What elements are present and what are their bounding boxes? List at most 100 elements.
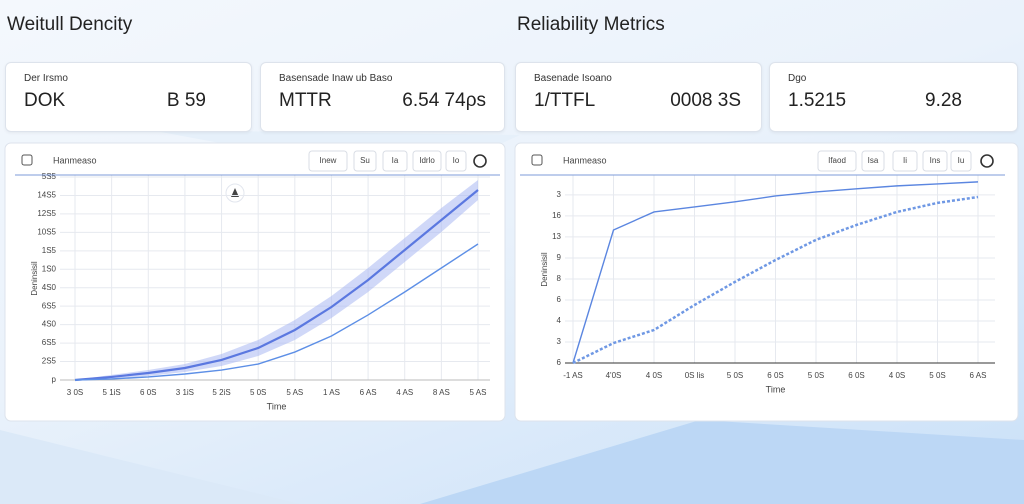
y-axis-title: Deninsisil — [30, 261, 39, 295]
kpi-value: DOK — [24, 90, 66, 111]
kpi-value: 9.28 — [925, 90, 962, 111]
kpi-value: 1/TTFL — [534, 90, 596, 111]
bg-shape — [420, 420, 1024, 504]
y-tick-label: 10S5 — [37, 227, 56, 236]
toolbar-label: Isa — [868, 156, 879, 165]
toolbar-label: Io — [453, 156, 460, 165]
kpi-value: MTTR — [279, 90, 332, 111]
y-tick-label: 13 — [552, 232, 561, 241]
toolbar-button[interactable] — [412, 150, 442, 172]
y-tick-label: 12S5 — [37, 209, 56, 218]
x-tick-label: 5 0S — [808, 371, 824, 380]
x-tick-label: 3 0S — [67, 388, 83, 397]
x-tick-label: 1 AS — [323, 388, 340, 397]
chart-icon — [531, 154, 543, 166]
y-tick-label: p — [52, 375, 57, 384]
toolbar-label: Ins — [930, 156, 941, 165]
x-tick-label: 6 0S — [140, 388, 156, 397]
toolbar-label: Ia — [392, 156, 399, 165]
tooltip-glyph — [231, 188, 239, 197]
x-tick-label: 0S lis — [685, 371, 705, 380]
toolbar-label: Iu — [958, 156, 965, 165]
toolbar-toggle[interactable] — [980, 154, 994, 168]
toolbar-button[interactable] — [950, 150, 972, 172]
y-tick-label: 3 — [557, 337, 562, 346]
kpi-label: Basensade Inaw ub Baso — [279, 73, 393, 84]
toolbar-button[interactable] — [353, 150, 377, 172]
y-tick-label: 6S5 — [42, 338, 57, 347]
toolbar-button[interactable] — [308, 150, 348, 172]
kpi-value: 6.54 74ρs — [402, 90, 486, 111]
section-heading: Reliability Metrics — [517, 14, 665, 35]
x-tick-label: -1 AS — [563, 371, 583, 380]
toolbar-label: Idrlo — [419, 156, 435, 165]
y-tick-label: 16 — [552, 211, 561, 220]
y-axis-title: Deninsisil — [540, 252, 549, 286]
series-line — [572, 181, 979, 364]
x-tick-label: 4 0S — [646, 371, 662, 380]
x-tick-label: 6 0S — [848, 371, 864, 380]
y-tick-label: 1S0 — [42, 264, 57, 273]
x-tick-label: 5 0S — [727, 371, 743, 380]
x-tick-label: 4'0S — [606, 371, 622, 380]
x-tick-label: 3 1iS — [176, 388, 194, 397]
x-tick-label: 5 1iS — [103, 388, 121, 397]
x-tick-label: 8 AS — [433, 388, 450, 397]
x-axis-title: Time — [267, 401, 287, 411]
y-tick-label: 14S5 — [37, 191, 56, 200]
chart-title: Hanmeaso — [53, 155, 97, 165]
y-tick-label: 4S0 — [42, 320, 57, 329]
series-line — [572, 195, 979, 365]
toolbar-label: Su — [360, 156, 370, 165]
x-tick-label: 5 0S — [929, 371, 945, 380]
bg-shape — [0, 430, 300, 504]
y-tick-label: 6 — [557, 295, 562, 304]
chart-title: Hanmeaso — [563, 155, 607, 165]
y-tick-label: 1S5 — [42, 246, 57, 255]
series-line — [74, 189, 479, 382]
chart-icon — [21, 154, 33, 166]
kpi-value: B 59 — [166, 90, 206, 111]
kpi-value: 0008 3S — [670, 90, 741, 111]
y-tick-label: 6 — [557, 358, 562, 367]
x-tick-label: 5 AS — [470, 388, 487, 397]
toolbar-label: Inew — [320, 156, 337, 165]
kpi-card: Dgo 1.5215 9.28 — [769, 62, 1018, 132]
toolbar-button[interactable] — [445, 150, 467, 172]
y-tick-label: 8 — [557, 274, 562, 283]
chart-panel — [514, 142, 1019, 422]
kpi-label: Dgo — [788, 73, 807, 84]
kpi-value: 1.5215 — [788, 90, 847, 111]
y-tick-label: 5S5 — [42, 172, 57, 181]
toolbar-toggle[interactable] — [473, 154, 487, 168]
kpi-card: Der Irsmo DOK B 59 — [5, 62, 252, 132]
y-tick-label: 6S5 — [42, 301, 57, 310]
y-tick-label: 2S5 — [42, 357, 57, 366]
y-tick-label: 9 — [557, 253, 562, 262]
kpi-label: Basenade Isoano — [534, 73, 612, 84]
toolbar-button[interactable] — [861, 150, 885, 172]
toolbar-button[interactable] — [892, 150, 918, 172]
x-tick-label: 6 AS — [360, 388, 377, 397]
kpi-card: Basensade Inaw ub Baso MTTR 6.54 74ρs — [260, 62, 505, 132]
x-tick-label: 5 0S — [250, 388, 266, 397]
x-tick-label: 4 0S — [889, 371, 905, 380]
x-tick-label: 5 2iS — [212, 388, 230, 397]
series-line — [74, 243, 479, 381]
x-tick-label: 6 0S — [767, 371, 783, 380]
section-heading: Weitull Dencity — [7, 14, 133, 35]
x-axis-title: Time — [766, 384, 786, 394]
toolbar-button[interactable] — [382, 150, 408, 172]
x-tick-label: 6 AS — [970, 371, 987, 380]
y-tick-label: 4S0 — [42, 283, 57, 292]
kpi-card: Basenade Isoano 1/TTFL 0008 3S — [515, 62, 762, 132]
y-tick-label: 3 — [557, 190, 562, 199]
toolbar-button[interactable] — [817, 150, 857, 172]
chart-panel — [4, 142, 506, 422]
toolbar-button[interactable] — [922, 150, 948, 172]
x-tick-label: 5 AS — [286, 388, 303, 397]
kpi-label: Der Irsmo — [24, 73, 68, 84]
y-tick-label: 4 — [557, 316, 562, 325]
